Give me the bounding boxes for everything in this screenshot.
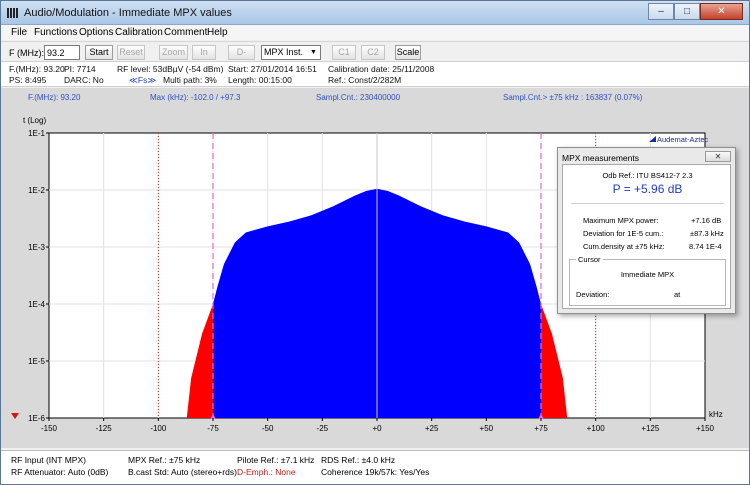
y-axis-label: t (Log) — [23, 116, 46, 125]
demp-button[interactable]: D-Emp — [228, 45, 255, 70]
max-power-value: +7.16 dB — [691, 216, 722, 225]
scale-button[interactable]: Scale — [395, 45, 421, 60]
status-rf-input: RF Input (INT MPX) — [11, 455, 86, 465]
y-tick-label: 1E-4 — [28, 300, 45, 309]
menu-file[interactable]: File — [11, 27, 28, 38]
status-coherence: Coherence 19k/57k: Yes/Yes — [321, 467, 430, 477]
info-freq: F.(MHz): 93.20 — [9, 64, 65, 74]
x-axis-label: kHz — [709, 410, 723, 419]
c1-button[interactable]: C1 — [332, 45, 356, 60]
freq-label: F (MHz): — [9, 48, 44, 58]
menu-calibration[interactable]: Calibration — [115, 27, 163, 38]
status-bcast-std: B.cast Std: Auto (stereo+rds) — [128, 467, 237, 477]
y-tick-label: 1E-2 — [28, 186, 45, 195]
panel-title: MPX measurements — [562, 153, 639, 163]
deviation-1e5-label: Deviation for 1E-5 cum.: — [583, 229, 664, 238]
mode-select-value: MPX Inst. — [264, 47, 304, 57]
red-marker-icon — [11, 413, 19, 419]
reset-button[interactable]: Reset — [117, 45, 145, 60]
y-tick-label: 1E-3 — [28, 243, 45, 252]
fs-icon[interactable]: ≪Fs≫ — [129, 75, 157, 85]
window-title: Audio/Modulation - Immediate MPX values — [24, 7, 232, 19]
status-demph: D-Emph.: None — [237, 467, 296, 477]
plot-header-sampl-over: Sampl.Cnt.> ±75 kHz : 163837 (0.07%) — [503, 93, 643, 102]
audemat-logo-icon — [649, 136, 656, 142]
info-calibration-date: Calibration date: 25/11/2008 — [328, 64, 435, 74]
x-tick-label: +25 — [425, 424, 439, 433]
cursor-group-label: Cursor — [576, 255, 603, 264]
plot-header-sampl: Sampl.Cnt.: 230400000 — [316, 93, 401, 102]
x-tick-label: +125 — [641, 424, 660, 433]
plot-header-max: Max (kHz): -102.0 / +97.3 — [150, 93, 241, 102]
cum-density-value: 8.74 1E-4 — [689, 242, 722, 251]
cursor-deviation-label: Deviation: — [576, 290, 610, 299]
max-power-label: Maximum MPX power: — [583, 216, 659, 225]
zoom-button[interactable]: Zoom — [159, 45, 188, 60]
chevron-down-icon: ▼ — [310, 49, 317, 56]
maximize-button[interactable]: □ — [674, 3, 700, 20]
toolbar: F (MHz): Start Reset Zoom In D-Emp MPX I… — [1, 41, 749, 70]
info-rf-level: RF level: 53dBµV (-54 dBm) — [117, 64, 224, 74]
info-bar: F.(MHz): 93.20 PS: 8:495 PI: 7714 DARC: … — [1, 61, 749, 87]
y-tick-label: 1E-5 — [28, 357, 45, 366]
x-tick-label: -25 — [317, 424, 329, 433]
minimize-button[interactable]: – — [648, 3, 674, 20]
y-tick-label: 1E-6 — [28, 414, 45, 423]
info-ref: Ref.: Const/2/282M — [328, 75, 402, 85]
cum-density-label: Cum.density at ±75 kHz: — [583, 242, 665, 251]
menu-options[interactable]: Options — [79, 27, 114, 38]
x-tick-label: -100 — [150, 424, 167, 433]
title-bar[interactable]: Audio/Modulation - Immediate MPX values … — [1, 1, 749, 25]
info-multipath: Multi path: 3% — [163, 75, 217, 85]
menu-functions[interactable]: Functions — [34, 27, 78, 38]
status-rf-attenuator: RF Attenuator: Auto (0dB) — [11, 467, 109, 477]
cursor-deviation-value: at — [674, 290, 681, 299]
freq-input[interactable] — [44, 45, 80, 60]
cursor-mode: Immediate MPX — [620, 270, 675, 279]
y-tick-label: 1E-1 — [28, 129, 45, 138]
x-tick-label: +0 — [372, 424, 382, 433]
x-tick-label: -125 — [96, 424, 113, 433]
status-mpx-ref: MPX Ref.: ±75 kHz — [128, 455, 201, 465]
x-tick-label: -150 — [41, 424, 58, 433]
deviation-marker — [210, 414, 216, 419]
audemat-logo-text: Audemat-Aztec — [657, 135, 709, 144]
plot-header-freq: F.(MHz): 93.20 — [28, 93, 81, 102]
panel-body: Odb Ref.: ITU BS412-7 2.3 P = +5.96 dB M… — [562, 164, 731, 309]
info-darc: DARC: No — [64, 75, 104, 85]
over-deviation-area-right — [541, 304, 568, 418]
status-pilot-ref: Pilote Ref.: ±7.1 kHz — [237, 455, 315, 465]
x-tick-label: +75 — [534, 424, 548, 433]
mpx-power-value: P = +5.96 dB — [612, 182, 683, 196]
odb-ref: Odb Ref.: ITU BS412-7 2.3 — [602, 171, 693, 180]
menu-comment[interactable]: Comment — [164, 27, 208, 38]
x-tick-label: -75 — [207, 424, 219, 433]
info-start: Start: 27/01/2014 16:51 — [228, 64, 317, 74]
cursor-group: Cursor Immediate MPX Deviation: at — [569, 255, 726, 306]
menu-help[interactable]: Help — [207, 27, 228, 38]
zoom-in-button[interactable]: In — [192, 45, 216, 60]
x-tick-label: +50 — [480, 424, 494, 433]
mode-select[interactable]: MPX Inst. ▼ — [261, 45, 321, 60]
divider — [571, 203, 724, 204]
start-button[interactable]: Start — [85, 45, 113, 60]
info-pi: PI: 7714 — [64, 64, 96, 74]
x-tick-label: +150 — [696, 424, 715, 433]
menu-bar: File Functions Options Calibration Comme… — [1, 25, 749, 40]
panel-close-button[interactable]: ✕ — [705, 151, 731, 162]
over-deviation-area-left — [186, 304, 213, 418]
status-bar: RF Input (INT MPX) RF Attenuator: Auto (… — [1, 450, 749, 484]
mpx-measurements-panel[interactable]: MPX measurements ✕ Odb Ref.: ITU BS412-7… — [557, 147, 736, 314]
info-length: Length: 00:15:00 — [228, 75, 292, 85]
close-button[interactable]: ✕ — [700, 3, 743, 20]
c2-button[interactable]: C2 — [361, 45, 385, 60]
info-ps: PS: 8:495 — [9, 75, 47, 85]
x-tick-label: +100 — [587, 424, 606, 433]
status-rds-ref: RDS Ref.: ±4.0 kHz — [321, 455, 396, 465]
x-tick-label: -50 — [262, 424, 274, 433]
app-icon — [7, 8, 19, 18]
deviation-marker — [538, 414, 544, 419]
deviation-1e5-value: ±87.3 kHz — [690, 229, 724, 238]
